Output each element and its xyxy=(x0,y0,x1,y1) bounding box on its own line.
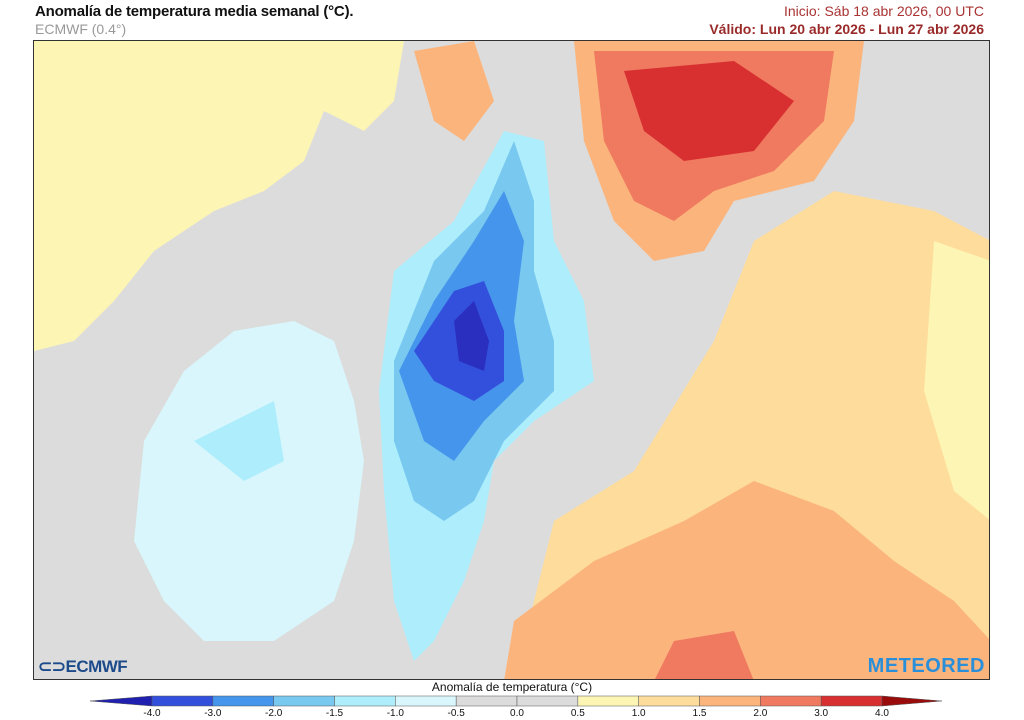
colorbar-tick-label: -2.0 xyxy=(265,708,283,719)
model-subtitle: ECMWF (0.4°) xyxy=(35,21,127,37)
anomaly-region xyxy=(194,401,284,481)
colorbar-tick-label: 1.0 xyxy=(631,708,646,719)
anomaly-region xyxy=(655,631,754,679)
colorbar-segment xyxy=(455,695,518,707)
ecmwf-logo: ⊂⊃ECMWF xyxy=(38,657,128,676)
colorbar-segment xyxy=(577,695,639,707)
anomaly-region xyxy=(414,41,494,141)
colorbar-segment xyxy=(820,695,883,707)
map-title: Anomalía de temperatura media semanal (°… xyxy=(35,3,354,20)
anomaly-region xyxy=(504,481,989,679)
anomaly-region xyxy=(134,321,364,641)
valid-period: Válido: Lun 20 abr 2026 - Lun 27 abr 202… xyxy=(709,21,984,37)
map-field xyxy=(34,41,989,679)
colorbar-segment xyxy=(699,695,761,707)
colorbar-segment xyxy=(516,695,579,707)
colorbar-tick-label: -4.0 xyxy=(143,708,161,719)
colorbar-tick-label: 0.0 xyxy=(510,708,524,719)
anomaly-region xyxy=(454,301,489,371)
anomaly-region xyxy=(34,41,224,241)
colorbar-tick-label: 0.5 xyxy=(570,708,585,719)
colorbar-tick-label: -1.5 xyxy=(325,708,344,719)
anomaly-region xyxy=(624,61,794,161)
colorbar-over-triangle xyxy=(881,695,943,707)
colorbar-under-triangle xyxy=(89,695,153,707)
colorbar-segment xyxy=(151,695,214,707)
colorbar-segment xyxy=(212,695,274,707)
colorbar xyxy=(89,695,943,707)
colorbar-tick-label: -1.0 xyxy=(386,708,404,719)
colorbar-segment xyxy=(334,695,396,707)
anomaly-region xyxy=(834,41,989,211)
colorbar-segment xyxy=(273,695,335,707)
colorbar-segment xyxy=(760,695,822,707)
meteored-logo: METEORED xyxy=(867,655,985,677)
colorbar-tick-label: 2.0 xyxy=(753,708,768,719)
legend-title: Anomalía de temperatura (°C) xyxy=(431,680,593,694)
anomaly-map: ⊂⊃ECMWF METEORED xyxy=(33,40,990,680)
colorbar-tick-label: 3.0 xyxy=(814,708,829,719)
colorbar-tick-label: -0.5 xyxy=(447,708,465,719)
anomaly-region xyxy=(924,241,989,520)
colorbar-tick-label: 1.5 xyxy=(692,708,707,719)
colorbar-segment xyxy=(638,695,700,707)
colorbar-tick-label: 4.0 xyxy=(875,708,889,719)
colorbar-tick-label: -3.0 xyxy=(204,708,222,719)
init-time: Inicio: Sáb 18 abr 2026, 00 UTC xyxy=(783,3,984,19)
colorbar-segment xyxy=(395,695,457,707)
